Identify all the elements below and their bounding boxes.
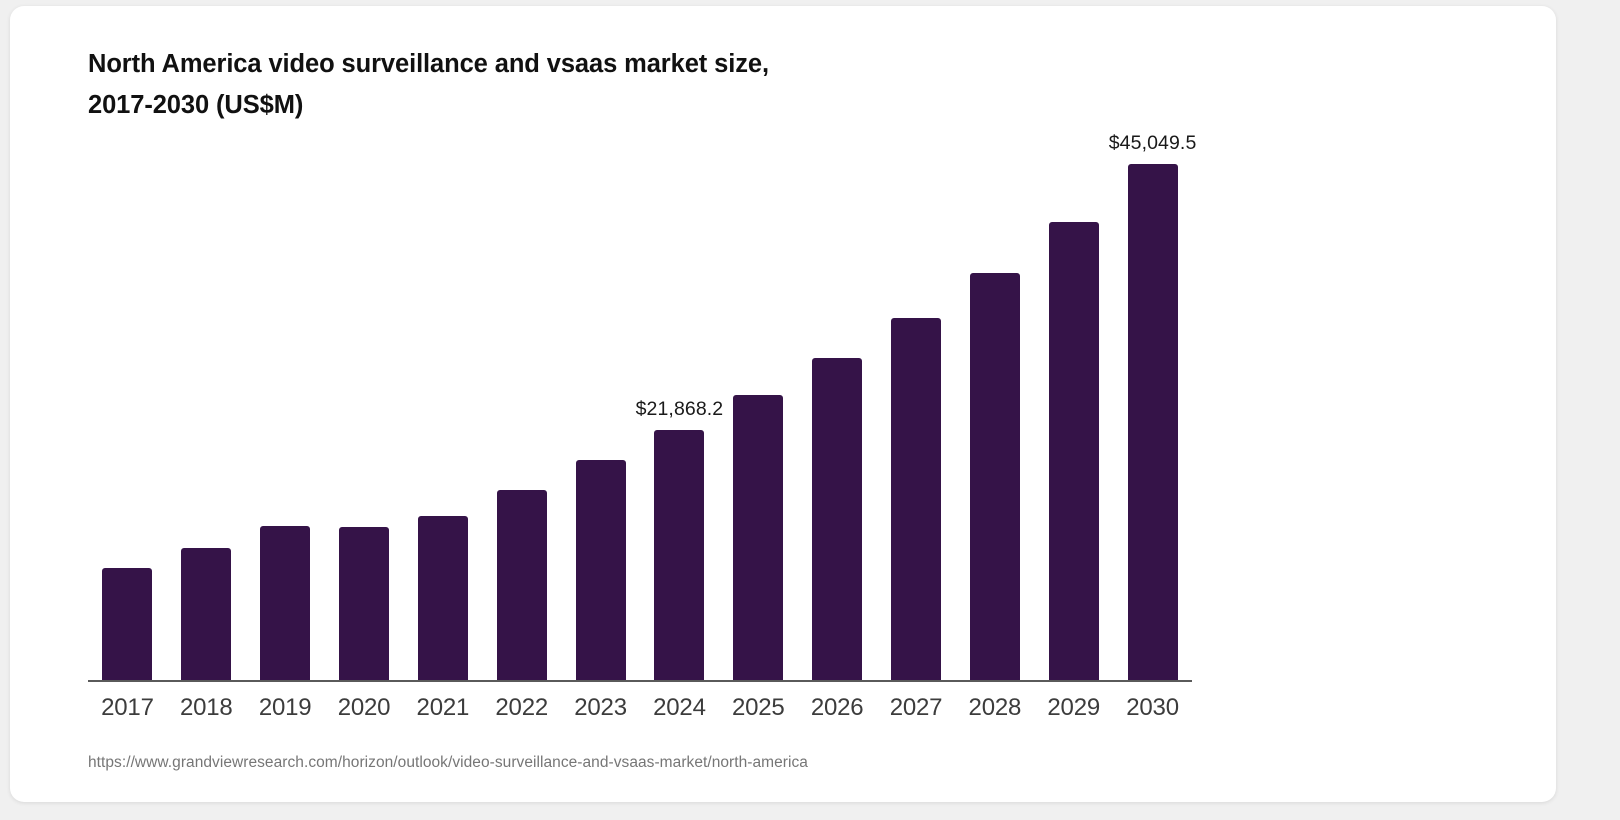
- bar-2030[interactable]: [1127, 164, 1178, 681]
- x-axis-line: [88, 680, 1192, 682]
- chart-plot-area: $21,868.2 $45,049.5: [88, 132, 1196, 682]
- bar-2022[interactable]: [496, 490, 547, 681]
- bar-slot: [1034, 136, 1113, 681]
- page-title: North America video surveillance and vsa…: [88, 50, 769, 120]
- x-tick-2029: 2029: [1047, 694, 1100, 721]
- source-url[interactable]: https://www.grandviewresearch.com/horizo…: [88, 754, 808, 771]
- bar-2018[interactable]: [181, 548, 232, 681]
- bar-2017[interactable]: [102, 568, 153, 681]
- bar-2027[interactable]: [890, 318, 941, 681]
- x-axis-tick-labels: 2017 2018 2019 2020 2021 2022 2023 2024 2025 2026…: [88, 694, 1192, 726]
- bar-slot: [719, 136, 798, 681]
- x-tick-2020: 2020: [337, 694, 391, 721]
- x-tick-2025: 2025: [731, 694, 785, 721]
- bar-value-label-2030: $45,049.5: [1108, 132, 1197, 154]
- bar-2028[interactable]: [969, 273, 1020, 681]
- bar-2026[interactable]: [812, 358, 863, 681]
- bar-slot: [246, 136, 325, 681]
- chart-card: North America video surveillance and vsa…: [10, 6, 1556, 802]
- bar-2024[interactable]: [654, 430, 705, 681]
- bar-slot: [798, 136, 877, 681]
- bar-slot: [325, 136, 404, 681]
- bar-slot: $21,868.2: [636, 136, 723, 681]
- bar-slot: [167, 136, 246, 681]
- bar-slot: [403, 136, 482, 681]
- x-tick-2026: 2026: [810, 694, 864, 721]
- x-tick-2022: 2022: [495, 694, 548, 721]
- bar-slot: [561, 136, 640, 681]
- x-tick-2021: 2021: [416, 694, 470, 721]
- bar-2020[interactable]: [338, 527, 389, 681]
- x-tick-2028: 2028: [968, 694, 1022, 721]
- x-tick-2019: 2019: [258, 694, 312, 721]
- x-tick-2018: 2018: [179, 694, 233, 721]
- x-tick-2027: 2027: [889, 694, 943, 721]
- x-tick-2023: 2023: [574, 694, 627, 721]
- bar-slot: [877, 136, 956, 681]
- bar-slot: [955, 136, 1034, 681]
- bar-2019[interactable]: [260, 526, 311, 681]
- bar-2021[interactable]: [417, 516, 468, 681]
- bar-series: $21,868.2 $45,049.5: [88, 132, 1196, 681]
- bar-2029[interactable]: [1048, 222, 1099, 681]
- x-tick-2030: 2030: [1126, 694, 1179, 721]
- bar-2025[interactable]: [733, 395, 784, 681]
- x-tick-2017: 2017: [101, 694, 154, 721]
- bar-2023[interactable]: [575, 460, 626, 681]
- bar-slot: [88, 136, 167, 681]
- bar-slot: $45,049.5: [1109, 132, 1196, 681]
- x-tick-2024: 2024: [653, 694, 706, 721]
- bar-value-label-2024: $21,868.2: [635, 398, 724, 421]
- bar-slot: [482, 136, 561, 681]
